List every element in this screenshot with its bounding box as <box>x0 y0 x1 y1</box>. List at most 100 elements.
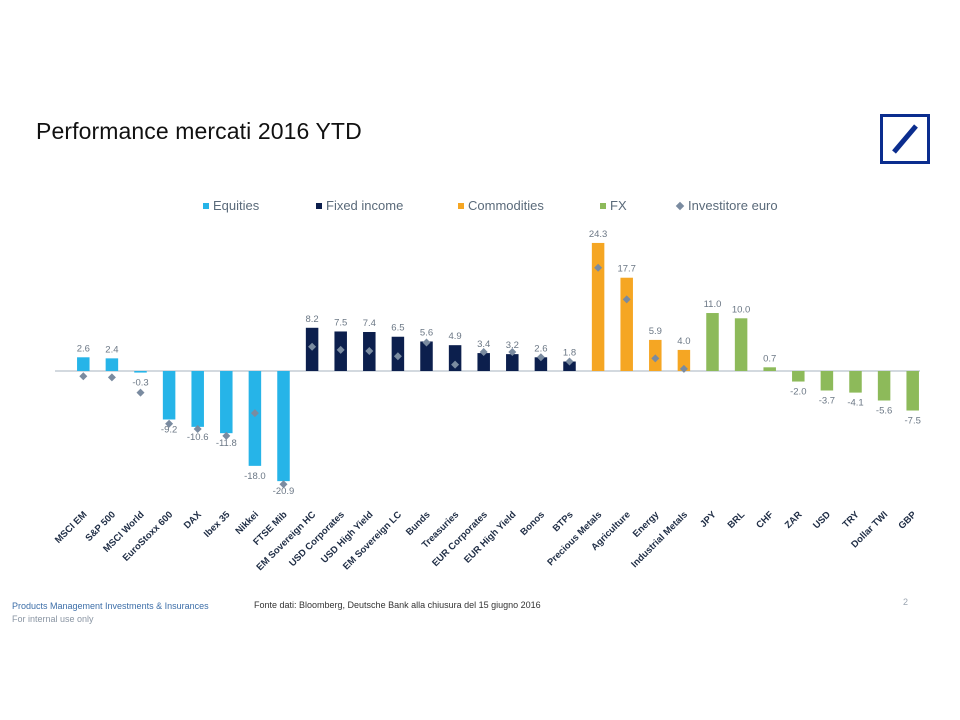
category-label: DAX <box>182 509 204 531</box>
investor-marker <box>536 353 545 362</box>
data-label: 4.0 <box>677 336 690 347</box>
category-label: CHF <box>754 509 776 531</box>
investor-marker <box>393 352 402 361</box>
data-label: 17.7 <box>617 264 636 275</box>
category-label: BTPs <box>551 509 576 534</box>
bar <box>420 341 433 371</box>
category-label: Ibex 35 <box>202 509 233 540</box>
bar <box>248 371 262 466</box>
bar <box>506 354 519 371</box>
category-label: ZAR <box>783 509 805 531</box>
data-label: 3.2 <box>506 340 519 351</box>
bar <box>534 357 548 371</box>
data-label: -20.9 <box>273 486 295 497</box>
investor-marker <box>451 360 460 369</box>
investor-marker <box>651 354 660 363</box>
legend-fx-label: FX <box>610 198 627 213</box>
data-label: 2.6 <box>77 343 90 354</box>
deutsche-bank-logo <box>880 114 930 164</box>
legend-fixed-income-label: Fixed income <box>326 198 404 213</box>
data-label: -4.1 <box>847 398 863 409</box>
data-label: 4.9 <box>448 331 461 342</box>
investor-marker <box>479 348 488 357</box>
category-label: GBP <box>896 509 919 532</box>
data-label: -5.6 <box>876 406 892 417</box>
category-label: MSCI EM <box>53 509 90 546</box>
bar <box>134 371 147 373</box>
data-label: 2.4 <box>105 344 118 355</box>
legend-commodities: Commodities <box>458 198 544 213</box>
bar <box>792 371 805 382</box>
footer-department-block: Products Management Investments & Insura… <box>12 600 209 626</box>
bar <box>105 358 119 371</box>
investor-marker <box>308 342 317 351</box>
data-label: 5.9 <box>649 326 662 337</box>
footer-source: Fonte dati: Bloomberg, Deutsche Bank all… <box>254 600 541 610</box>
data-label: 3.4 <box>477 339 490 350</box>
bar <box>563 361 576 371</box>
data-label: -3.7 <box>819 395 835 406</box>
bar <box>763 367 776 371</box>
investor-marker <box>565 357 574 366</box>
bar <box>191 371 204 427</box>
bar <box>677 349 691 371</box>
investor-marker <box>336 345 345 354</box>
bar <box>477 353 490 371</box>
category-label: JPY <box>698 509 719 530</box>
investor-marker <box>136 388 145 397</box>
bar <box>77 357 90 371</box>
investor-marker <box>79 372 88 381</box>
investor-marker <box>250 409 259 418</box>
data-label: 8.2 <box>305 314 318 325</box>
legend-fixed-income: Fixed income <box>316 198 403 213</box>
bar <box>220 371 233 434</box>
investor-marker <box>193 424 202 433</box>
data-label: 7.5 <box>334 317 347 328</box>
bar <box>591 242 605 371</box>
data-label: -0.3 <box>132 378 148 389</box>
legend-fx-swatch <box>600 202 606 209</box>
bar <box>162 371 176 420</box>
data-label: -9.2 <box>161 424 177 435</box>
investor-marker <box>422 338 431 347</box>
bar <box>906 371 919 411</box>
page-number: 2 <box>903 597 909 607</box>
investor-marker <box>622 295 631 304</box>
data-label: 11.0 <box>704 299 722 310</box>
legend-fx: FX <box>600 198 627 213</box>
investor-marker <box>165 419 174 428</box>
data-label: -10.6 <box>187 432 209 443</box>
category-label: BRL <box>726 509 748 531</box>
bar <box>620 277 633 371</box>
page-title: Performance mercati 2016 YTD <box>36 118 362 144</box>
category-label: Bonos <box>518 509 547 538</box>
data-label: -2.0 <box>790 387 806 398</box>
investor-marker <box>594 263 603 272</box>
data-label: -11.8 <box>216 438 237 449</box>
data-label: 24.3 <box>589 229 608 240</box>
legend-fixed-income-swatch <box>316 202 322 209</box>
legend-equities-swatch <box>203 202 209 209</box>
legend-equities: Equities <box>203 198 259 213</box>
data-label: 2.6 <box>534 343 547 354</box>
category-label: TRY <box>841 509 862 530</box>
legend-equities-label: Equities <box>213 198 260 213</box>
category-label: USD <box>811 509 833 531</box>
investor-marker <box>365 346 374 355</box>
legend-investitore-euro: Investitore euro <box>675 198 778 213</box>
data-label: -7.5 <box>905 416 921 427</box>
legend-commodities-label: Commodities <box>468 198 544 213</box>
data-label: 10.0 <box>732 304 751 315</box>
bar <box>734 318 748 371</box>
investor-marker <box>679 364 688 373</box>
data-label: 6.5 <box>391 323 404 334</box>
data-label: 1.8 <box>563 348 576 359</box>
category-label: EuroStoxx 600 <box>121 509 175 563</box>
footer-department: Products Management Investments & Insura… <box>12 601 209 611</box>
legend-investitore-label: Investitore euro <box>688 198 778 213</box>
investor-marker <box>222 431 231 440</box>
category-label: Nikkei <box>233 509 261 537</box>
bar <box>877 371 891 401</box>
investor-marker <box>107 373 116 382</box>
